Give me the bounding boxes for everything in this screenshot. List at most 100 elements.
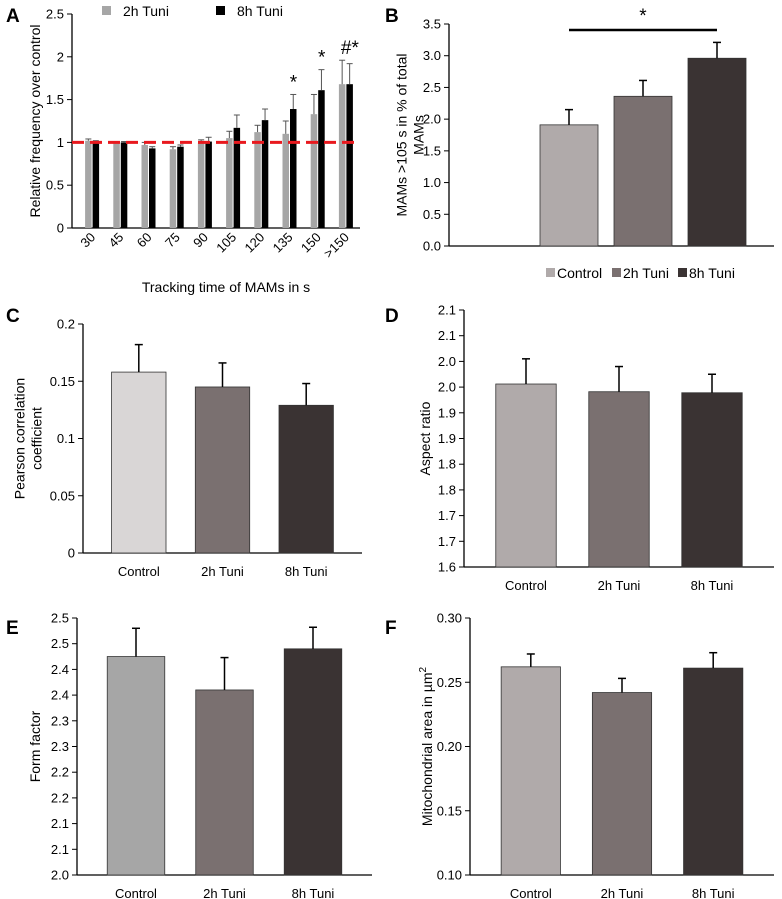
legend-swatch [102,6,111,15]
panel-letter-a: A [6,6,20,27]
y-tick-label: 0.05 [50,488,75,503]
x-tick-label: Control [118,564,160,579]
x-tick-label: 45 [106,230,127,251]
bar [338,84,346,228]
x-tick-label: 150 [298,230,324,256]
bar [310,114,318,228]
y-tick-label: 1.6 [438,560,456,575]
significance-marker: * [290,72,298,93]
x-tick-label: 2h Tuni [201,564,244,579]
significance-marker: * [639,6,647,27]
bar [197,143,205,228]
bar [226,138,233,228]
y-axis-label: Relative frequency over control [27,25,43,218]
y-tick-label: 2.1 [438,303,456,318]
y-tick-label: 3.5 [423,17,441,32]
y-tick-label: 2.5 [51,611,69,626]
y-tick-label: 1.5 [423,143,441,158]
significance-marker: * [318,48,326,69]
y-axis-label: coefficient [29,407,45,470]
y-tick-label: 1.0 [423,175,441,190]
y-axis-label-superscript: 2 [418,666,429,672]
x-tick-label: 75 [162,230,183,251]
y-tick-label: 0.0 [423,239,441,254]
bar [290,109,297,228]
x-tick-label: 30 [77,230,98,251]
y-tick-label: 0 [57,221,64,236]
legend-label: 2h Tuni [623,265,669,281]
y-tick-label: 3.0 [423,48,441,63]
y-tick-label: 1 [57,135,64,150]
y-tick-label: 0.15 [437,803,462,818]
y-tick-label: 0.15 [50,374,75,389]
x-tick-label: 2h Tuni [598,578,641,593]
y-tick-label: 0.2 [57,317,75,332]
y-tick-label: 2.3 [51,713,69,728]
legend-label: 8h Tuni [689,265,735,281]
bar [254,132,261,228]
y-tick-label: 2.2 [51,790,69,805]
y-axis-label: Aspect ratio [417,401,433,475]
y-tick-label: 2.4 [51,688,69,703]
bar [588,391,650,568]
bar [318,90,325,229]
x-tick-label: 135 [270,230,296,256]
panel-letter-b: B [385,6,399,27]
x-tick-label: 8h Tuni [692,886,735,899]
y-axis-label: Mitochondrial area in µm2 [418,666,435,826]
bar [282,133,289,228]
y-axis-label: MAMs >105 s in % of total [394,53,410,216]
bar [106,656,166,876]
panel-d: D 1.6 1.7 1.7 1.8 1.8 1.9 1.9 2.0 2.0 2.1 2.1 Aspect… [385,303,774,593]
y-tick-label: 2.1 [438,328,456,343]
y-tick-label: 2.5 [51,636,69,651]
x-tick-label: >150 [321,230,352,261]
x-tick-label: Control [115,886,157,899]
y-axis-label: MAMs [411,115,427,155]
legend-label: 2h Tuni [123,3,169,19]
x-tick-label: 8h Tuni [285,564,328,579]
bar [113,142,120,228]
y-tick-label: 2.0 [51,868,69,883]
bar [495,383,557,568]
bar [278,404,334,554]
legend-swatch [678,268,687,277]
bar [205,141,212,228]
legend-swatch [612,268,621,277]
y-tick-label: 0.20 [437,739,462,754]
bar [195,689,254,876]
y-axis-label: Form factor [27,710,43,782]
bar [681,392,743,568]
panel-b: B 0.0 0.5 1.0 1.5 2.0 2.5 3.0 3.5 MAMs >105 s in … [385,6,774,281]
y-tick-label: 0 [68,546,75,561]
bar [141,144,148,228]
y-tick-label: 0.1 [57,431,75,446]
bar [261,120,269,228]
x-tick-label: Control [505,578,547,593]
bar [283,648,343,876]
y-tick-label: 1.9 [438,431,456,446]
y-tick-label: 2.1 [51,842,69,857]
x-tick-label: 120 [241,230,267,256]
panel-c: C 0 0.05 0.1 0.15 0.2 Pearson correlation coeff… [6,306,362,579]
bar [539,124,599,247]
legend-label: 8h Tuni [237,3,283,19]
legend: Control 2h Tuni 8h Tuni [546,265,735,281]
panel-letter-c: C [6,306,20,327]
y-tick-label: 0.25 [437,675,462,690]
y-tick-label: 2.0 [438,354,456,369]
y-axis-label: Pearson correlation [12,378,28,499]
x-tick-label: Control [510,886,552,899]
y-tick-label: 1.9 [438,405,456,420]
y-tick-label: 1.7 [438,534,456,549]
x-tick-label: 8h Tuni [292,886,335,899]
y-tick-label: 2.0 [438,380,456,395]
legend-swatch [546,268,555,277]
x-tick-label: 105 [213,230,239,256]
y-tick-label: 1.8 [438,457,456,472]
bar [233,127,241,228]
bar [687,57,747,247]
